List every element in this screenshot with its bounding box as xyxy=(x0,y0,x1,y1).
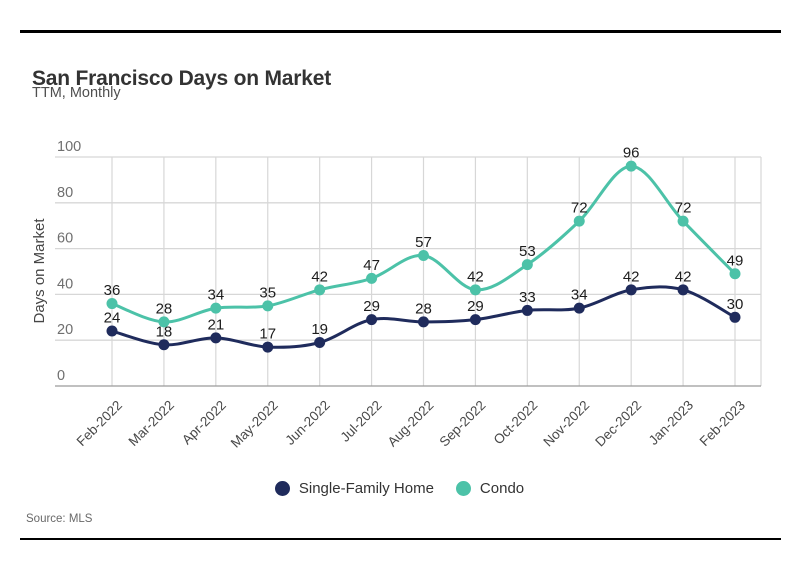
header-rule xyxy=(20,30,781,33)
data-point xyxy=(573,302,585,314)
x-tick-label: May-2022 xyxy=(228,398,281,451)
data-label: 33 xyxy=(519,289,536,306)
data-label: 72 xyxy=(675,200,692,217)
x-tick-label: Dec-2022 xyxy=(592,398,644,450)
data-point xyxy=(106,325,118,337)
data-label: 57 xyxy=(415,234,432,251)
data-point xyxy=(210,332,222,344)
x-tick-label: Oct-2022 xyxy=(491,398,541,448)
data-label: 42 xyxy=(675,268,692,285)
data-label: 30 xyxy=(727,296,744,313)
y-tick-label: 60 xyxy=(57,231,73,247)
data-label: 24 xyxy=(104,310,121,327)
x-tick-label: Mar-2022 xyxy=(126,398,177,449)
data-label: 42 xyxy=(311,268,328,285)
data-label: 34 xyxy=(571,287,588,304)
x-tick-label: Jul-2022 xyxy=(337,398,384,445)
data-label: 18 xyxy=(156,323,173,340)
chart-title: San Francisco Days on Market xyxy=(32,67,332,91)
data-label: 42 xyxy=(467,268,484,285)
data-point xyxy=(158,316,170,328)
data-point xyxy=(469,284,481,296)
data-label: 34 xyxy=(207,287,224,304)
y-tick-labels: 0 20 40 60 80 100 xyxy=(57,139,81,384)
x-tick-label: Apr-2022 xyxy=(179,398,229,448)
footer-rule xyxy=(20,538,781,540)
legend-item-single-family-home: Single-Family Home xyxy=(274,480,434,497)
series-single-family-home xyxy=(106,284,741,353)
data-point xyxy=(573,215,585,227)
legend-label-single-family: Single-Family Home xyxy=(298,480,434,497)
x-tick-label: Feb-2023 xyxy=(697,398,748,449)
data-point xyxy=(677,284,689,296)
data-point xyxy=(729,268,741,280)
data-point xyxy=(521,259,533,271)
data-labels: 36 28 34 35 42 47 57 42 53 72 96 72 49 xyxy=(104,145,744,318)
data-point xyxy=(366,272,378,284)
source-note: Source: MLS xyxy=(26,513,93,525)
data-label: 96 xyxy=(623,145,640,162)
chart-subtitle: TTM, Monthly xyxy=(32,85,121,101)
data-point xyxy=(314,336,326,348)
data-label: 72 xyxy=(571,200,588,217)
legend-item-condo: Condo xyxy=(455,480,525,497)
data-point xyxy=(418,249,429,261)
data-point xyxy=(469,314,481,326)
data-label: 29 xyxy=(363,298,380,315)
series-condo xyxy=(106,160,741,328)
y-tick-label: 100 xyxy=(57,139,81,155)
data-labels: 24 18 21 17 19 29 28 29 33 34 42 42 30 xyxy=(104,268,744,342)
data-label: 47 xyxy=(363,257,380,274)
single-family-legend-dot-icon xyxy=(274,481,290,496)
data-point xyxy=(521,304,533,316)
x-tick-label: Sep-2022 xyxy=(437,398,489,450)
data-point xyxy=(418,316,429,328)
data-point xyxy=(677,215,689,227)
x-tick-label: Feb-2022 xyxy=(74,398,125,449)
data-label: 29 xyxy=(467,298,484,315)
data-point xyxy=(314,284,326,296)
x-tick-label: Nov-2022 xyxy=(540,398,592,450)
data-point xyxy=(158,339,170,351)
legend-label-condo: Condo xyxy=(479,480,525,497)
data-point xyxy=(210,302,222,314)
data-point xyxy=(729,311,741,323)
y-axis-title: Days on Market xyxy=(31,218,48,324)
y-tick-label: 0 xyxy=(57,368,65,384)
x-tick-label: Aug-2022 xyxy=(385,398,437,450)
y-tick-label: 80 xyxy=(57,185,73,201)
x-gridlines xyxy=(111,157,762,386)
x-tick-label: Jun-2022 xyxy=(282,398,332,448)
data-point xyxy=(625,284,637,296)
condo-legend-dot-icon xyxy=(455,481,471,496)
y-tick-label: 40 xyxy=(57,276,73,292)
legend: Single-Family Home Condo xyxy=(0,480,799,497)
y-gridlines xyxy=(55,156,761,387)
data-label: 35 xyxy=(259,284,276,301)
data-label: 28 xyxy=(156,300,173,317)
data-label: 28 xyxy=(415,300,432,317)
data-point xyxy=(262,341,274,353)
data-label: 42 xyxy=(623,268,640,285)
data-point xyxy=(262,300,274,312)
data-point xyxy=(366,314,378,326)
data-label: 36 xyxy=(104,282,121,299)
y-tick-label: 20 xyxy=(57,322,73,338)
data-label: 17 xyxy=(259,326,276,343)
data-point xyxy=(106,298,118,310)
x-tick-label: Jan-2023 xyxy=(646,398,696,448)
data-label: 21 xyxy=(207,316,224,333)
data-point xyxy=(625,160,637,172)
data-label: 53 xyxy=(519,243,536,260)
data-label: 49 xyxy=(727,252,744,269)
data-label: 19 xyxy=(311,321,328,338)
